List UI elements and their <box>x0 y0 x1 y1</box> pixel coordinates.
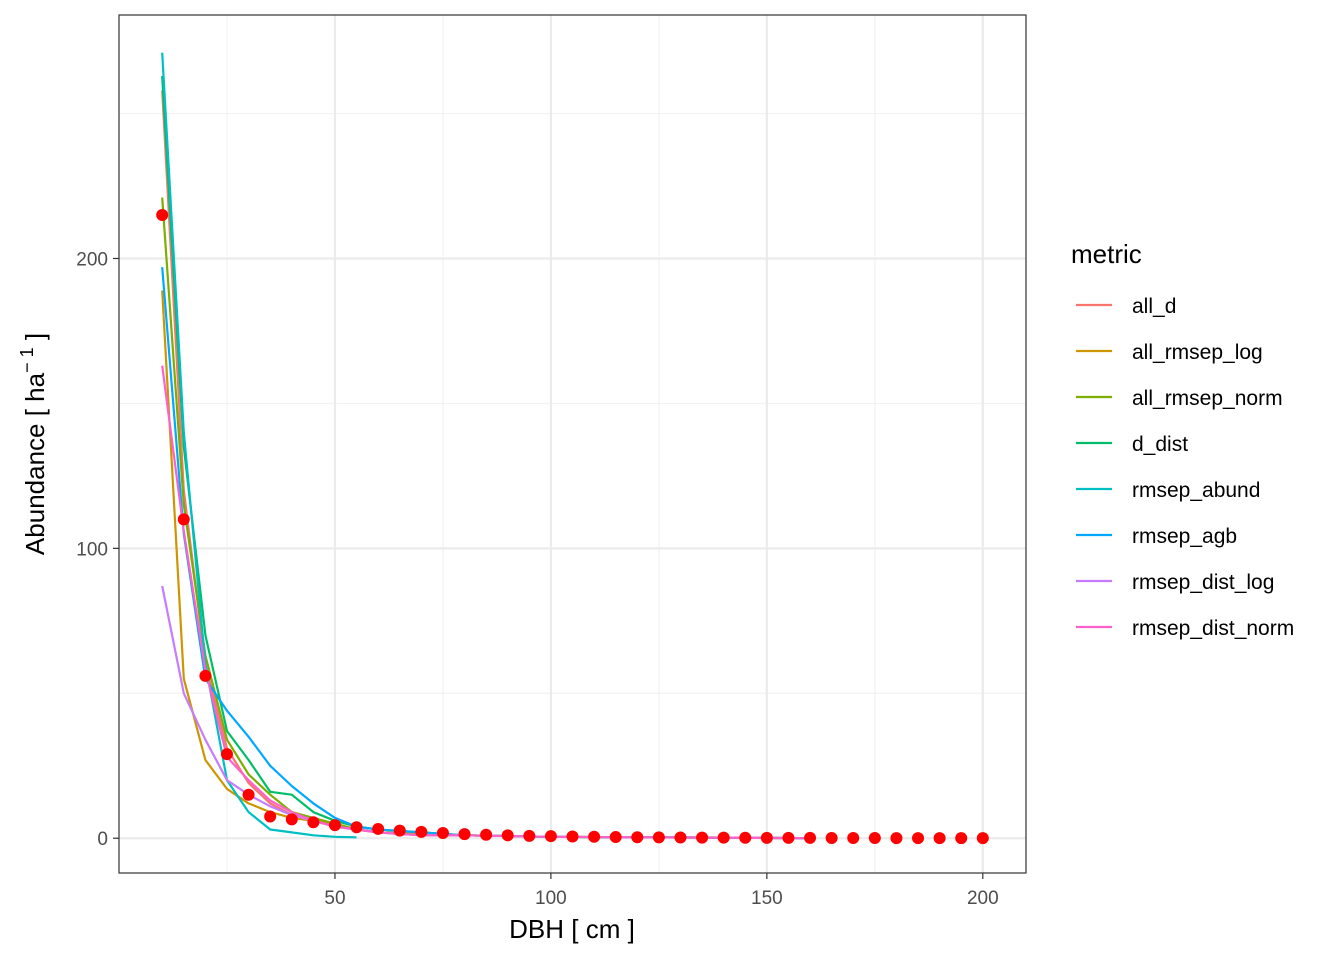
observed-point <box>588 830 601 843</box>
observed-point <box>264 810 277 823</box>
observed-point <box>933 832 946 845</box>
observed-point <box>760 831 773 844</box>
observed-point <box>912 832 925 845</box>
observed-point <box>868 832 881 845</box>
observed-point <box>674 831 687 844</box>
observed-point <box>242 788 255 801</box>
y-tick-label: 200 <box>76 249 108 270</box>
y-axis-title-close: ] <box>20 333 50 347</box>
observed-point <box>566 830 579 843</box>
observed-point <box>609 831 622 844</box>
observed-point <box>372 822 385 835</box>
observed-point <box>976 832 989 845</box>
x-tick-label: 200 <box>967 888 999 909</box>
observed-point <box>523 829 536 842</box>
observed-point <box>350 821 363 834</box>
observed-point <box>220 748 233 761</box>
observed-point <box>544 830 557 843</box>
observed-point <box>177 513 190 526</box>
legend-label-all_d: all_d <box>1132 295 1176 318</box>
legend-label-all_rmsep_norm: all_rmsep_norm <box>1132 387 1283 410</box>
plot-panel-border <box>118 14 1027 874</box>
observed-point <box>501 829 514 842</box>
observed-point <box>847 832 860 845</box>
observed-point <box>804 831 817 844</box>
observed-point <box>955 832 968 845</box>
legend: all_d all_rmsep_log all_rmsep_norm d_distrm… <box>1076 295 1294 640</box>
observed-point <box>652 831 665 844</box>
y-tick-label: 0 <box>97 829 108 850</box>
x-axis-title: DBH [ cm ] <box>509 914 635 944</box>
observed-point <box>328 819 341 832</box>
observed-point <box>782 831 795 844</box>
observed-point <box>393 824 406 837</box>
observed-point <box>415 825 428 838</box>
observed-point <box>285 813 298 826</box>
observed-point <box>307 816 320 829</box>
x-tick-label: 50 <box>324 888 345 909</box>
grid-minor <box>119 15 1026 873</box>
observed-point <box>739 831 752 844</box>
legend-label-d_dist: d_dist <box>1132 433 1188 456</box>
legend-title: metric <box>1071 239 1142 269</box>
x-tick-label: 100 <box>535 888 567 909</box>
legend-label-rmsep_abund: rmsep_abund <box>1132 479 1260 502</box>
observed-points <box>156 209 989 845</box>
x-axis-ticks: 50 100 150 200 <box>324 873 999 909</box>
legend-label-rmsep_dist_log: rmsep_dist_log <box>1132 571 1274 594</box>
y-axis-title-main: Abundance [ ha <box>20 372 50 555</box>
legend-label-rmsep_agb: rmsep_agb <box>1132 525 1237 548</box>
y-axis-title: Abundance [ ha− 1 ] <box>17 333 50 555</box>
series-line-rmsep_abund <box>161 52 357 839</box>
observed-point <box>156 209 169 222</box>
x-tick-label: 150 <box>751 888 783 909</box>
observed-point <box>199 669 212 682</box>
observed-point <box>480 828 493 841</box>
y-axis-title-superscript: − 1 <box>17 347 37 373</box>
observed-point <box>717 831 730 844</box>
y-axis-ticks: 0 100 200 <box>76 249 119 850</box>
observed-point <box>696 831 709 844</box>
y-tick-label: 100 <box>76 539 108 560</box>
observed-point <box>458 828 471 841</box>
legend-label-all_rmsep_log: all_rmsep_log <box>1132 341 1263 364</box>
legend-label-rmsep_dist_norm: rmsep_dist_norm <box>1132 617 1294 640</box>
observed-point <box>436 826 449 839</box>
observed-point <box>631 831 644 844</box>
observed-point <box>890 832 903 845</box>
observed-point <box>825 831 838 844</box>
